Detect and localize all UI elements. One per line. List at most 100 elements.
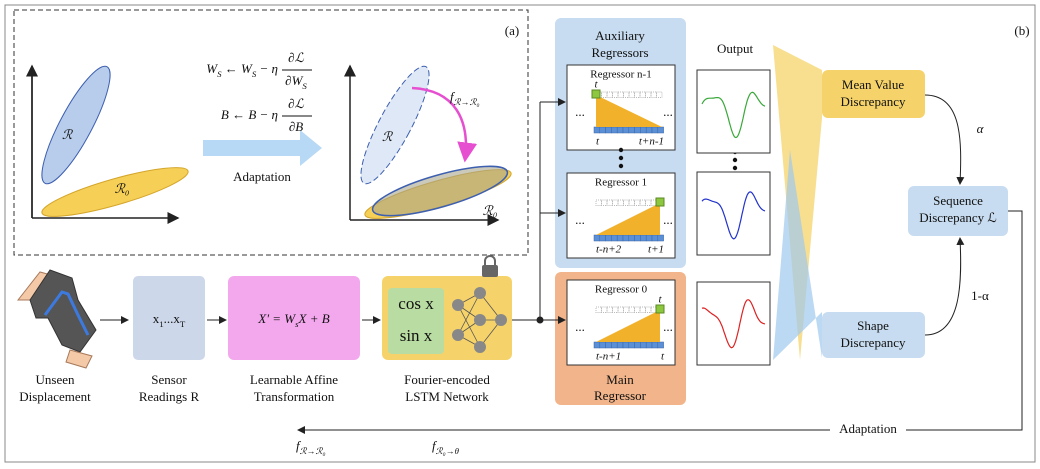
box-title: Auxiliary (595, 28, 645, 43)
input-cell (606, 235, 612, 241)
dot (619, 148, 623, 152)
output-box (697, 172, 770, 255)
caption: Learnable Affine (250, 372, 338, 387)
caption: Fourier-encoded (404, 372, 490, 387)
input-cell (623, 235, 629, 241)
output-label: Output (717, 41, 754, 56)
input-cell (600, 127, 606, 133)
feature: sin x (400, 326, 433, 345)
input-cell (658, 235, 664, 241)
time-label: t-n+2 (596, 244, 622, 256)
caption: Unseen (36, 372, 75, 387)
feedback-label: Adaptation (839, 421, 897, 436)
subscript: ℛ₀→θ (436, 446, 460, 456)
input-cell (652, 342, 658, 348)
output-box (697, 70, 770, 153)
formula: ∂WS (285, 73, 307, 91)
input-cell (617, 235, 623, 241)
formula-part: ∂B (289, 119, 303, 134)
formula-part: − η (256, 61, 278, 76)
time-label: t-n+1 (596, 351, 621, 363)
ellipsis: ... (663, 104, 673, 119)
formula: B ← B − η (221, 107, 278, 122)
box-title: Regressor (594, 388, 647, 403)
formula-part: X + B (298, 311, 330, 326)
input-cell (652, 235, 658, 241)
input-cell (629, 235, 635, 241)
caption: Transformation (254, 389, 335, 404)
input-cell (646, 127, 652, 133)
set-label: ℛ (62, 127, 74, 142)
ellipse-r (31, 59, 121, 191)
output-box (697, 282, 770, 365)
set-label: ℛ₀ (483, 203, 498, 218)
formula: fℛ₀→θ (432, 438, 460, 456)
box-label: Shape (857, 318, 889, 333)
lock-shackle (485, 256, 495, 266)
formula-part: B ← B − η (221, 107, 278, 122)
set-label: ℛ (382, 129, 394, 144)
box-label: Sequence (933, 193, 983, 208)
input-cell (606, 127, 612, 133)
input-cell (600, 235, 606, 241)
box-label: Discrepancy (841, 335, 906, 350)
caption: Sensor (151, 372, 187, 387)
arrow-label: Adaptation (233, 169, 291, 184)
input-cell (606, 342, 612, 348)
neuron (474, 341, 486, 353)
ellipse-r-dashed (350, 59, 440, 191)
formula: fℛ→ℛ₀ (296, 438, 326, 456)
input-cell (594, 342, 600, 348)
regressor-name: Regressor 1 (595, 177, 647, 189)
lock-icon (482, 256, 498, 277)
input-cell (623, 127, 629, 133)
numerator: ∂ℒ (288, 96, 304, 111)
subscript: ℛ→ℛ₀ (454, 97, 480, 107)
input-cell (611, 127, 617, 133)
box-label: Discrepancy (841, 94, 906, 109)
output-cell (592, 90, 600, 98)
input-cell (640, 342, 646, 348)
feature: cos x (398, 294, 434, 313)
input-cell (635, 235, 641, 241)
output-cell (656, 305, 664, 313)
formula-part: X' = W (257, 311, 296, 326)
subscript: T (180, 319, 186, 329)
formula-part: ...x (164, 311, 181, 326)
input-cell (611, 342, 617, 348)
sleeve-icon (18, 270, 96, 368)
input-cell (658, 342, 664, 348)
regressor-name: Regressor 0 (595, 284, 648, 296)
input-cell (629, 342, 635, 348)
formula: ∂B (289, 119, 303, 134)
panel-label: (b) (1014, 23, 1029, 38)
formula-part: ∂W (285, 73, 303, 88)
box-label: Discrepancy ℒ (919, 210, 997, 225)
caption: Readings R (139, 389, 200, 404)
adaptation-arrow (203, 130, 322, 166)
alpha-arrow (925, 95, 961, 184)
ellipsis: ... (575, 212, 585, 227)
time-label: t+n-1 (639, 136, 664, 148)
ellipsis: ... (575, 104, 585, 119)
neuron (452, 329, 464, 341)
weight-label: 1-α (971, 288, 989, 303)
box-title: Regressors (591, 45, 648, 60)
formula: WS ← WS − η (206, 61, 278, 79)
box-title: Main (606, 372, 634, 387)
neuron (474, 314, 486, 326)
input-cell (623, 342, 629, 348)
weight-label: α (977, 121, 985, 136)
subscript: S (302, 81, 307, 91)
neuron (495, 314, 507, 326)
neuron (474, 287, 486, 299)
box-label: Mean Value (842, 77, 904, 92)
formula: fℛ→ℛ₀ (450, 89, 480, 107)
numerator: ∂ℒ (288, 50, 304, 65)
input-cell (640, 235, 646, 241)
input-cell (640, 127, 646, 133)
dot (733, 158, 737, 162)
panel-label: (a) (505, 23, 519, 38)
ellipsis: ... (663, 319, 673, 334)
input-cell (658, 127, 664, 133)
